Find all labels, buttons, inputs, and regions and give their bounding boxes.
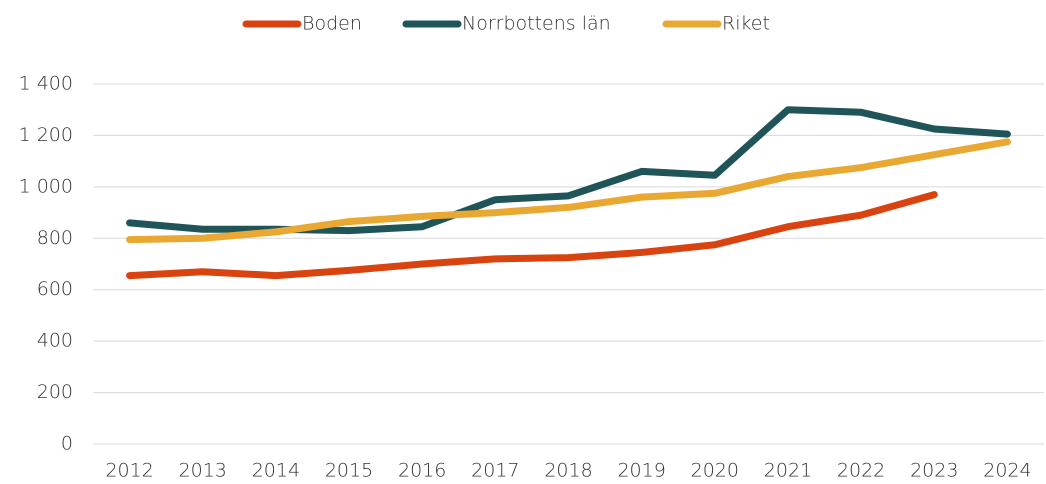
x-tick-label: 2013 xyxy=(179,460,227,482)
y-tick-label: 1 400 xyxy=(19,73,73,95)
x-tick-label: 2024 xyxy=(983,460,1031,482)
y-tick-label: 1 200 xyxy=(19,124,73,146)
y-tick-label: 800 xyxy=(37,227,73,249)
y-tick-label: 1 000 xyxy=(19,175,73,197)
x-tick-label: 2016 xyxy=(398,460,446,482)
x-tick-label: 2012 xyxy=(105,460,153,482)
x-tick-label: 2015 xyxy=(325,460,373,482)
x-tick-label: 2021 xyxy=(764,460,812,482)
x-tick-label: 2018 xyxy=(544,460,592,482)
x-tick-label: 2019 xyxy=(617,460,665,482)
line xyxy=(126,191,938,280)
x-tick-label: 2017 xyxy=(471,460,519,482)
x-tick-label: 2023 xyxy=(910,460,958,482)
y-tick-label: 200 xyxy=(37,381,73,403)
x-tick-label: 2022 xyxy=(837,460,885,482)
y-tick-label: 400 xyxy=(37,330,73,352)
x-tick-label: 2014 xyxy=(252,460,300,482)
x-tick-label: 2020 xyxy=(691,460,739,482)
y-tick-label: 600 xyxy=(37,278,73,300)
y-tick-label: 0 xyxy=(61,433,73,455)
legend-label: Norrbottens län xyxy=(462,13,611,35)
legend-label: Riket xyxy=(722,13,770,35)
legend-label: Boden xyxy=(302,13,362,35)
line xyxy=(126,138,1011,244)
